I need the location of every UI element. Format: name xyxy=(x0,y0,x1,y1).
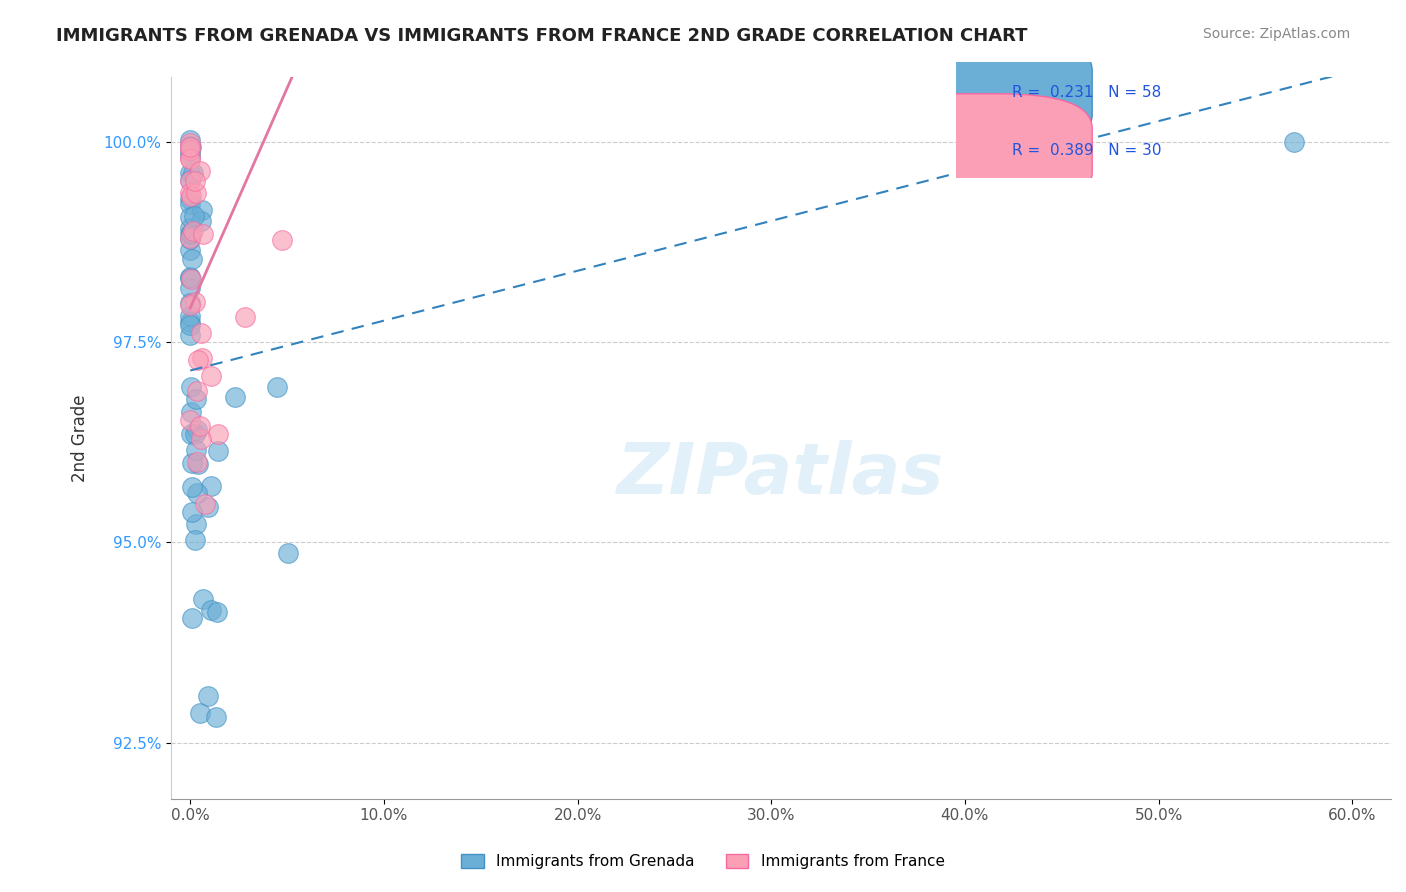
Point xyxy=(180,140,202,154)
Point xyxy=(180,426,202,441)
Point xyxy=(179,186,201,200)
Point xyxy=(179,143,201,157)
Point xyxy=(179,310,201,324)
Point xyxy=(179,318,201,332)
Point xyxy=(181,252,204,266)
Point xyxy=(188,418,211,433)
Point xyxy=(179,173,201,187)
Point xyxy=(190,214,212,228)
Point xyxy=(271,233,294,247)
Point xyxy=(179,145,201,160)
Point xyxy=(186,486,208,500)
Point xyxy=(188,706,211,720)
Point xyxy=(194,497,217,511)
Point xyxy=(179,133,201,147)
Point xyxy=(207,605,229,619)
Point xyxy=(184,295,207,310)
Point xyxy=(233,310,256,324)
Point xyxy=(188,163,211,178)
Point xyxy=(180,188,202,202)
Point xyxy=(186,384,208,399)
Point xyxy=(224,390,246,404)
Point xyxy=(179,296,201,310)
Point xyxy=(179,281,201,295)
Point xyxy=(179,152,201,166)
Text: IMMIGRANTS FROM GRENADA VS IMMIGRANTS FROM FRANCE 2ND GRADE CORRELATION CHART: IMMIGRANTS FROM GRENADA VS IMMIGRANTS FR… xyxy=(56,27,1028,45)
Point xyxy=(191,203,214,218)
Point xyxy=(180,379,202,393)
Point xyxy=(179,173,201,187)
Point xyxy=(197,690,219,704)
Point xyxy=(179,413,201,427)
Point xyxy=(184,392,207,407)
Point xyxy=(187,352,209,367)
Point xyxy=(179,232,201,246)
Point xyxy=(181,456,204,470)
Point xyxy=(184,186,207,200)
Point xyxy=(183,209,205,223)
Point xyxy=(266,380,288,394)
Point xyxy=(190,351,212,365)
Point xyxy=(183,426,205,441)
Point xyxy=(186,423,208,437)
Point xyxy=(179,166,201,180)
FancyBboxPatch shape xyxy=(869,36,1092,149)
Y-axis label: 2nd Grade: 2nd Grade xyxy=(72,394,89,482)
Point xyxy=(179,327,201,342)
Point xyxy=(181,166,204,180)
FancyBboxPatch shape xyxy=(869,94,1092,208)
Point xyxy=(200,368,222,383)
Point xyxy=(180,505,202,519)
Point xyxy=(179,298,201,312)
Point xyxy=(179,211,201,225)
Point xyxy=(205,710,228,724)
Point xyxy=(179,197,201,211)
Point xyxy=(207,427,229,442)
Point xyxy=(184,443,207,458)
Point xyxy=(193,592,215,607)
Point xyxy=(207,443,229,458)
Point xyxy=(186,454,208,468)
Text: ZIPatlas: ZIPatlas xyxy=(617,440,945,508)
Point xyxy=(180,405,202,419)
Point xyxy=(181,480,204,494)
Point xyxy=(179,139,201,153)
Point xyxy=(190,326,212,340)
Text: R =  0.231   N = 58: R = 0.231 N = 58 xyxy=(1012,85,1161,100)
Text: Source: ZipAtlas.com: Source: ZipAtlas.com xyxy=(1202,27,1350,41)
Text: R =  0.389   N = 30: R = 0.389 N = 30 xyxy=(1012,143,1161,158)
Point xyxy=(180,272,202,286)
Point xyxy=(193,227,215,241)
Point xyxy=(179,243,201,257)
Point xyxy=(179,227,201,241)
Point xyxy=(179,315,201,329)
Point xyxy=(179,151,201,165)
Point xyxy=(183,533,205,547)
Point xyxy=(179,231,201,245)
Point xyxy=(179,136,201,150)
Point xyxy=(187,457,209,471)
Point xyxy=(183,173,205,187)
Point xyxy=(179,192,201,206)
Point xyxy=(179,140,201,154)
Point xyxy=(197,500,219,514)
Point xyxy=(179,221,201,235)
Point xyxy=(179,271,201,285)
Point xyxy=(184,517,207,532)
Point xyxy=(180,611,202,625)
Point xyxy=(200,479,222,493)
Point xyxy=(180,226,202,240)
Legend: Immigrants from Grenada, Immigrants from France: Immigrants from Grenada, Immigrants from… xyxy=(456,848,950,875)
Point xyxy=(1282,135,1305,149)
Point xyxy=(277,546,299,560)
Point xyxy=(179,270,201,285)
Point xyxy=(200,603,222,617)
Point xyxy=(181,224,204,238)
Point xyxy=(179,148,201,162)
Point xyxy=(190,432,212,446)
